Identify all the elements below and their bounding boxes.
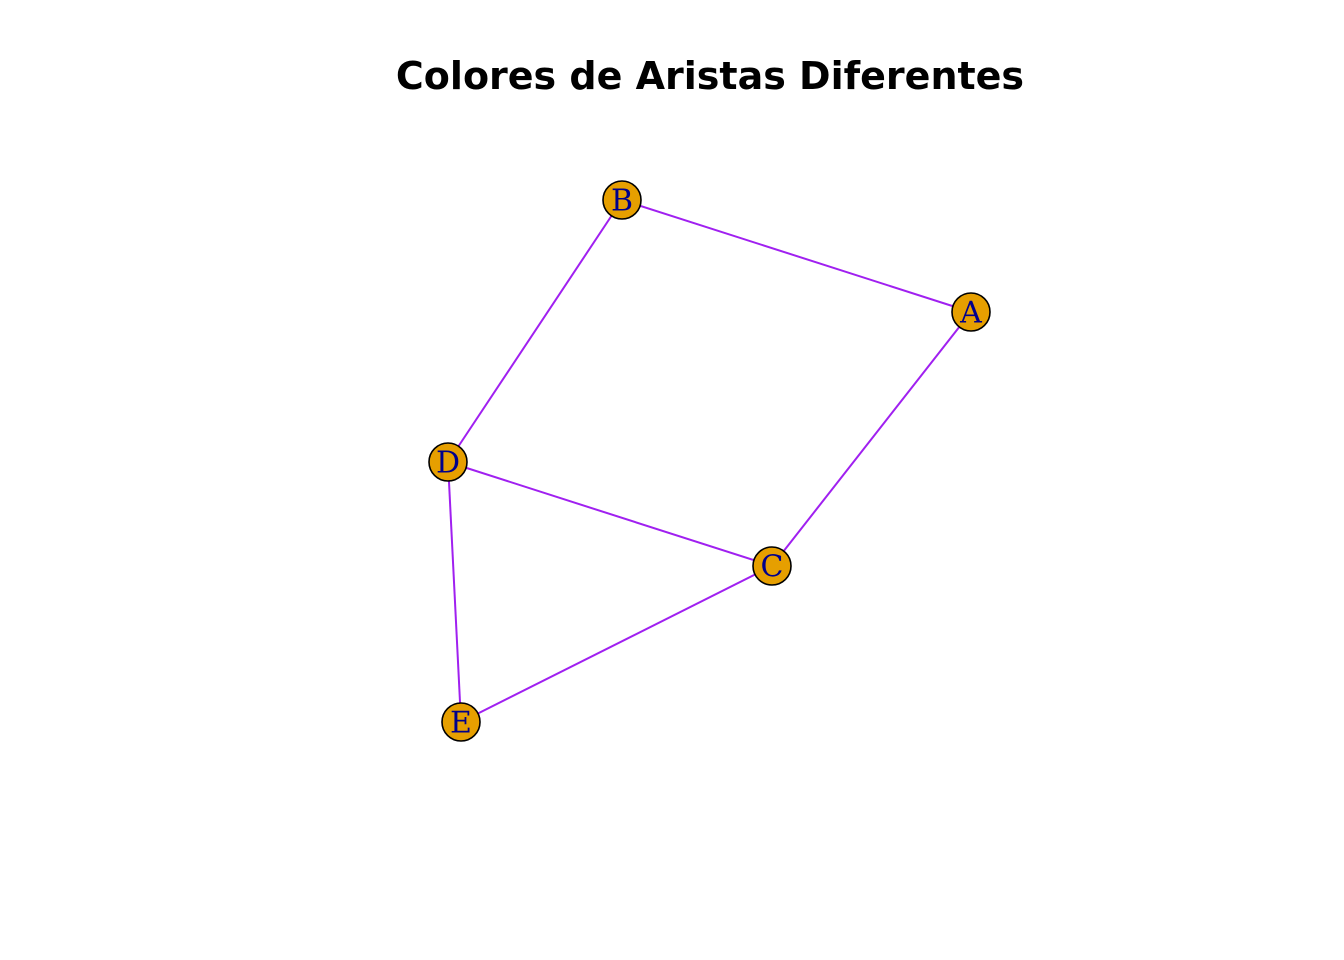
node-circle	[752, 546, 792, 586]
edge-c-d	[447, 461, 773, 567]
node-c: C	[752, 546, 792, 586]
node-b: B	[602, 180, 642, 220]
nodes-layer: A B C D E	[428, 180, 991, 742]
node-label: C	[761, 550, 784, 585]
node-label: E	[450, 706, 472, 741]
node-label: B	[611, 184, 633, 219]
diagram-title: Colores de Aristas Diferentes	[395, 54, 1025, 98]
node-label: A	[959, 296, 982, 331]
node-label: D	[436, 446, 460, 481]
edges-layer	[447, 199, 972, 723]
node-circle	[441, 702, 481, 742]
node-circle	[951, 292, 991, 332]
node-circle	[428, 442, 468, 482]
edge-c-e	[460, 565, 773, 723]
node-circle	[602, 180, 642, 220]
edge-a-c	[771, 311, 972, 567]
edge-a-b	[621, 199, 972, 313]
edge-d-e	[447, 461, 462, 723]
node-a: A	[951, 292, 991, 332]
node-d: D	[428, 442, 468, 482]
edge-b-d	[447, 199, 623, 463]
node-e: E	[441, 702, 481, 742]
